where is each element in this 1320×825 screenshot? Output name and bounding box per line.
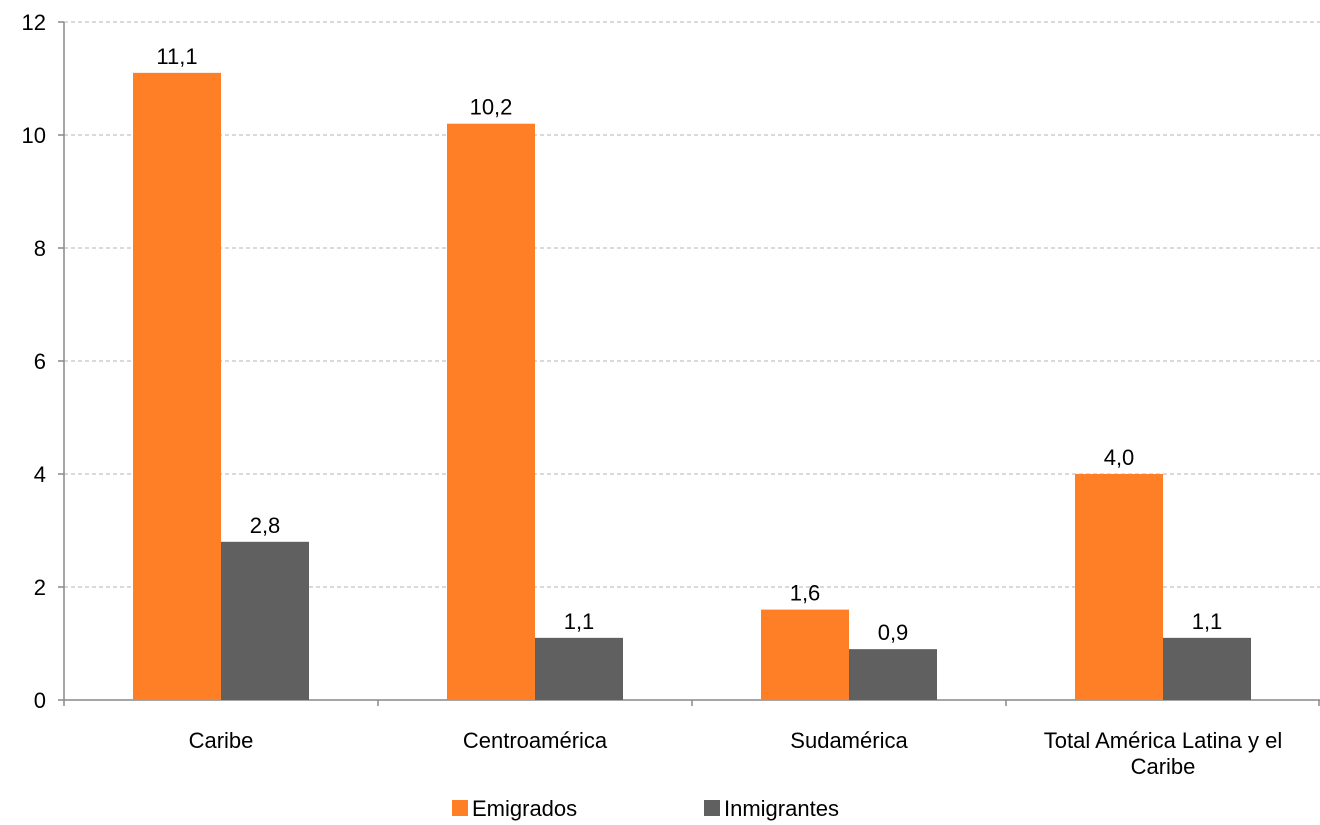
y-tick-label: 4 <box>34 462 46 487</box>
value-label-inmigrantes-3: 1,1 <box>1192 609 1223 634</box>
bar-inmigrantes-2 <box>849 649 937 700</box>
category-label-3: Caribe <box>1131 754 1196 779</box>
category-label-0: Caribe <box>189 728 254 753</box>
value-label-inmigrantes-2: 0,9 <box>878 620 909 645</box>
value-labels: 11,1 2,8 10,2 1,1 1,6 0,9 4,0 1,1 <box>156 44 1222 645</box>
bar-emigrados-0 <box>133 72 221 701</box>
value-label-inmigrantes-1: 1,1 <box>564 609 595 634</box>
value-label-emigrados-1: 10,2 <box>470 95 513 120</box>
category-labels: Caribe Centroamérica Sudamérica Total Améri… <box>189 728 1283 779</box>
bar-emigrados-3 <box>1075 474 1163 700</box>
y-tick-label: 6 <box>34 349 46 374</box>
category-label-2: Sudamérica <box>790 728 908 753</box>
bar-inmigrantes-1 <box>535 637 623 700</box>
value-label-emigrados-2: 1,6 <box>790 581 821 606</box>
category-label-1: Centroamérica <box>463 728 608 753</box>
y-tick-label: 8 <box>34 236 46 261</box>
y-tick-label: 12 <box>22 10 46 35</box>
category-label-3: Total América Latina y el <box>1044 728 1282 753</box>
legend: Emigrados Inmigrantes <box>452 796 839 821</box>
value-label-emigrados-3: 4,0 <box>1104 445 1135 470</box>
y-tick-label: 10 <box>22 123 46 148</box>
bar-inmigrantes-3 <box>1163 637 1251 700</box>
value-label-emigrados-0: 11,1 <box>156 44 197 69</box>
bar-emigrados-1 <box>447 123 535 700</box>
y-tick-label: 0 <box>34 688 46 713</box>
legend-label-inmigrantes: Inmigrantes <box>724 796 839 821</box>
legend-label-emigrados: Emigrados <box>472 796 577 821</box>
legend-swatch-emigrados <box>452 800 468 816</box>
value-label-inmigrantes-0: 2,8 <box>250 513 281 538</box>
bars <box>133 72 1251 701</box>
bar-inmigrantes-0 <box>221 541 309 700</box>
bar-emigrados-2 <box>761 609 849 700</box>
y-tick-label: 2 <box>34 575 46 600</box>
legend-swatch-inmigrantes <box>704 800 720 816</box>
